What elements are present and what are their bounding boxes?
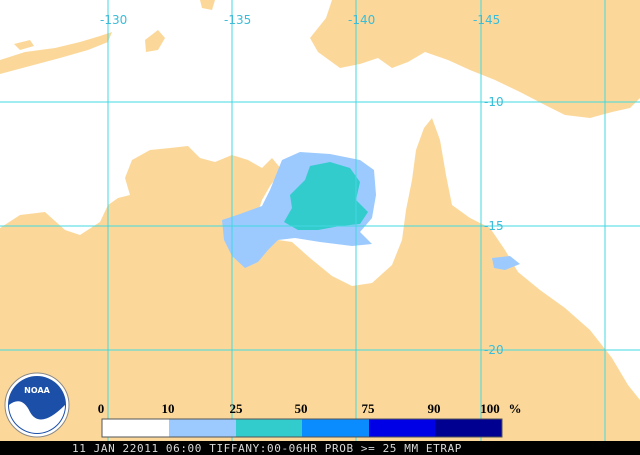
lon-label: -145 bbox=[473, 13, 500, 27]
footer-text: 11 JAN 22011 06:00 TIFFANY:00-06HR PROB … bbox=[72, 442, 462, 455]
legend-label: 25 bbox=[230, 401, 244, 416]
legend-label: 90 bbox=[428, 401, 441, 416]
new-guinea bbox=[310, 0, 640, 118]
precip-25 bbox=[284, 162, 368, 230]
legend-label: 50 bbox=[295, 401, 308, 416]
legend: 0 10 25 50 75 90 100 % bbox=[98, 401, 522, 438]
grid bbox=[0, 0, 640, 441]
legend-swatch bbox=[435, 419, 502, 437]
legend-unit: % bbox=[509, 401, 522, 416]
island bbox=[145, 30, 165, 52]
noaa-logo: NOAA bbox=[4, 372, 70, 438]
lat-label: -10 bbox=[484, 95, 504, 109]
lat-label: -20 bbox=[484, 343, 504, 357]
logo-text: NOAA bbox=[24, 386, 50, 395]
timor bbox=[0, 32, 112, 74]
precip-10 bbox=[492, 256, 520, 270]
island bbox=[14, 40, 34, 50]
island bbox=[200, 0, 215, 10]
legend-swatch bbox=[369, 419, 435, 437]
precip bbox=[222, 152, 520, 270]
legend-label: 75 bbox=[362, 401, 376, 416]
lon-label: -135 bbox=[224, 13, 251, 27]
legend-label: 100 bbox=[480, 401, 500, 416]
legend-label: 10 bbox=[162, 401, 175, 416]
legend-swatch bbox=[169, 419, 236, 437]
legend-swatch bbox=[236, 419, 302, 437]
footer-bar bbox=[0, 441, 640, 455]
lon-label: -130 bbox=[100, 13, 127, 27]
legend-label: 0 bbox=[98, 401, 105, 416]
legend-swatch bbox=[102, 419, 169, 437]
legend-border bbox=[101, 418, 503, 438]
australia bbox=[0, 118, 640, 455]
lat-label: -15 bbox=[484, 219, 504, 233]
legend-swatch bbox=[302, 419, 369, 437]
lon-label: -140 bbox=[348, 13, 375, 27]
logo-wave bbox=[9, 401, 65, 433]
